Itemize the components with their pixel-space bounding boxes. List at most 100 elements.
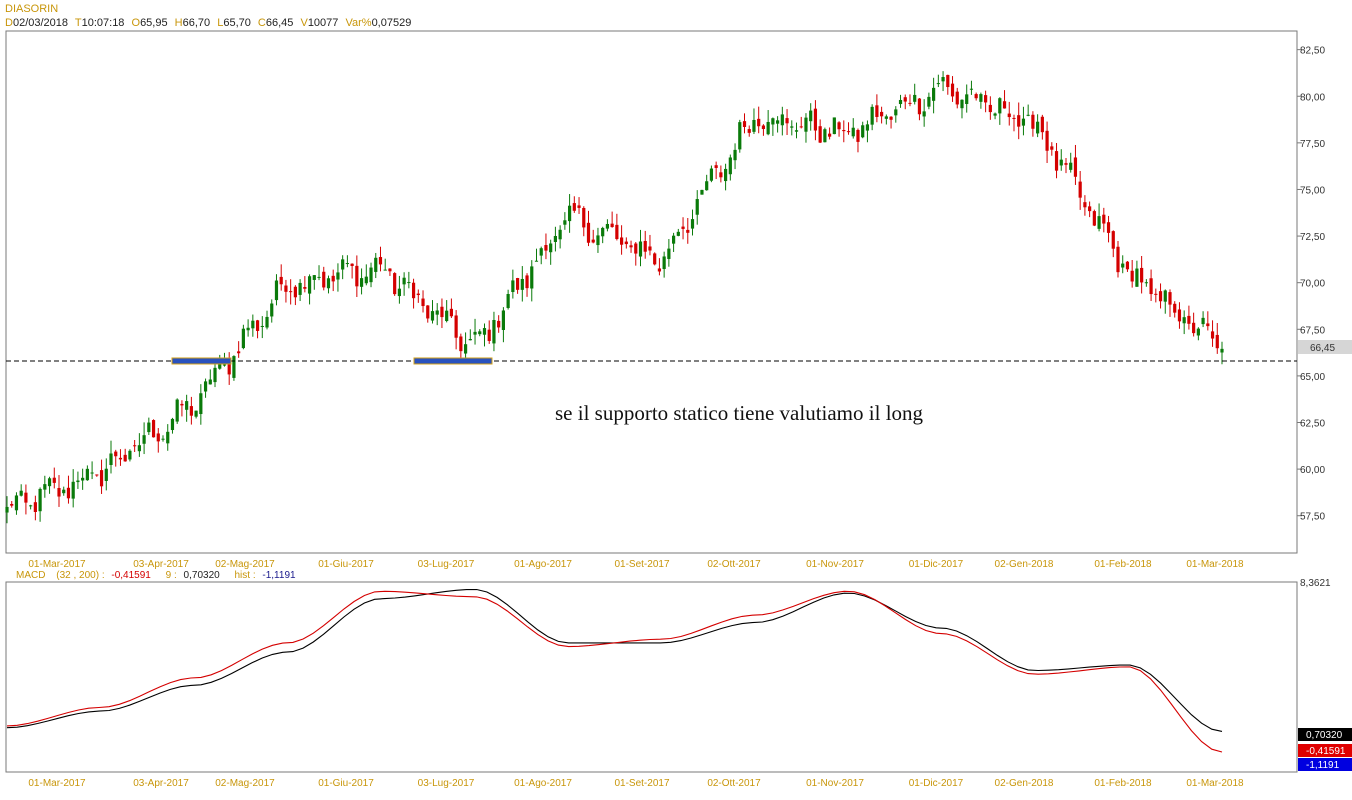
- date-label: 01-Dic-2017: [909, 559, 964, 570]
- candle-down: [1158, 291, 1163, 302]
- candle-down: [917, 98, 922, 115]
- open-value: 65,95: [140, 17, 168, 29]
- candle-up: [671, 235, 676, 244]
- candle-down: [57, 487, 61, 497]
- candle-up: [676, 231, 680, 236]
- candle-down: [681, 226, 685, 229]
- candle-up: [884, 116, 888, 119]
- price-tick-label: 77,50: [1300, 139, 1325, 150]
- candle-down: [591, 239, 595, 243]
- price-tick-label: 75,00: [1300, 185, 1325, 196]
- hist-value-label: -1,1191: [1306, 760, 1340, 771]
- candle-down: [1210, 331, 1215, 339]
- date-key: D: [5, 17, 13, 29]
- candle-down: [544, 245, 548, 251]
- candle-down: [378, 256, 383, 265]
- candle-down: [1078, 181, 1082, 198]
- candle-down: [227, 364, 231, 375]
- candle-up: [1144, 282, 1148, 284]
- date-label: 03-Apr-2017: [133, 778, 189, 789]
- candle-up: [690, 219, 695, 229]
- candle-down: [1045, 130, 1049, 151]
- candle-down: [151, 420, 156, 438]
- candle-down: [388, 268, 392, 272]
- high-value: 66,70: [183, 17, 211, 29]
- candle-down: [1054, 151, 1059, 171]
- candle-down: [289, 291, 293, 293]
- candle-up: [539, 248, 543, 256]
- candle-down: [525, 275, 529, 289]
- candle-up: [185, 401, 189, 410]
- last-price-label: 66,45: [1310, 343, 1335, 354]
- candle-up: [430, 311, 435, 321]
- candle-down: [1040, 116, 1044, 133]
- candle-down: [322, 271, 326, 288]
- candle-up: [222, 364, 227, 366]
- candle-down: [572, 203, 576, 211]
- candle-up: [62, 489, 66, 494]
- candle-up: [752, 119, 756, 132]
- candle-up: [359, 278, 364, 287]
- candle-up: [1196, 328, 1200, 336]
- candle-up: [605, 223, 610, 229]
- candle-up: [865, 124, 870, 131]
- candle-up: [898, 99, 903, 105]
- candle-down: [156, 433, 160, 442]
- candle-up: [790, 126, 794, 128]
- time-value: 10:07:18: [82, 17, 125, 29]
- candle-up: [341, 259, 345, 270]
- candle-up: [76, 480, 80, 483]
- candle-up: [482, 328, 487, 335]
- candle-up: [326, 278, 331, 289]
- signal-line: [6, 588, 1223, 732]
- candle-down: [350, 263, 354, 266]
- candle-down: [643, 240, 647, 252]
- date-label: 01-Giu-2017: [318, 559, 374, 570]
- candle-up: [109, 453, 113, 465]
- candle-up: [71, 481, 75, 499]
- price-tick-label: 70,00: [1300, 279, 1325, 290]
- candle-down: [497, 320, 501, 328]
- candle-up: [723, 168, 728, 182]
- candle-up: [336, 272, 340, 280]
- support-layer: [6, 357, 1297, 365]
- candle-up: [695, 199, 699, 215]
- candle-down: [582, 207, 586, 228]
- date-label: 01-Feb-2018: [1094, 559, 1152, 570]
- candle-up: [728, 157, 732, 175]
- candle-up: [1220, 348, 1224, 353]
- close-value: 66,45: [266, 17, 294, 29]
- candle-up: [501, 310, 506, 330]
- candle-up: [364, 276, 368, 284]
- candle-down: [837, 122, 841, 130]
- hist-value-box: [1298, 758, 1352, 771]
- candle-down: [1177, 309, 1182, 322]
- candle-down: [908, 102, 912, 104]
- candle-up: [203, 381, 208, 392]
- candle-down: [1140, 267, 1144, 283]
- candle-up: [567, 205, 572, 222]
- candle-down: [1125, 261, 1130, 270]
- candle-up: [780, 114, 784, 126]
- candle-up: [832, 117, 836, 135]
- date-label: 02-Ott-2017: [707, 778, 761, 789]
- candle-down: [818, 126, 822, 143]
- candle-up: [298, 282, 302, 295]
- candle-down: [577, 205, 581, 208]
- candle-up: [147, 422, 151, 433]
- candle-up: [1201, 317, 1205, 325]
- candle-up: [969, 88, 974, 90]
- candle-up: [218, 360, 222, 369]
- candle-down: [1007, 113, 1011, 118]
- date-label: 01-Set-2017: [614, 778, 669, 789]
- macd-signal-value: 0,70320: [184, 570, 221, 581]
- candle-down: [648, 246, 652, 251]
- macd-lines: [6, 588, 1223, 753]
- candle-up: [246, 327, 250, 331]
- candle-up: [965, 94, 969, 104]
- candle-up: [47, 478, 52, 487]
- macd-value: -0,41591: [111, 570, 151, 581]
- support-marker-jul: [413, 357, 493, 365]
- candle-up: [251, 320, 255, 329]
